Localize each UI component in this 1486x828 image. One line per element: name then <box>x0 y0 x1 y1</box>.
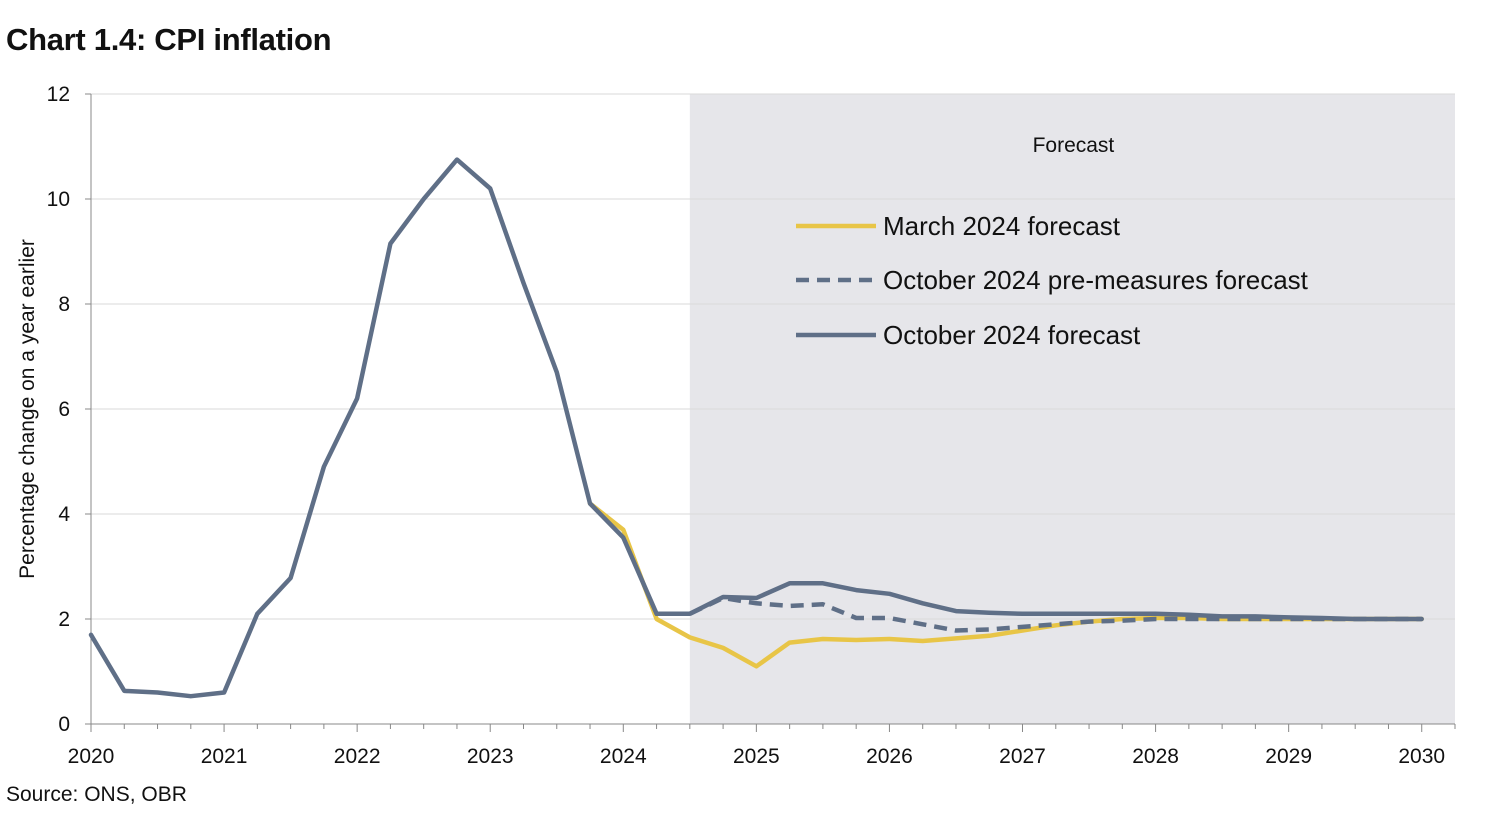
x-tick-label-2026: 2026 <box>866 745 913 768</box>
source-note: Source: ONS, OBR <box>6 783 187 806</box>
x-tick-label-2030: 2030 <box>1398 745 1445 768</box>
x-tick-label-2024: 2024 <box>600 745 647 768</box>
x-tick-label-2020: 2020 <box>68 745 115 768</box>
axes: 0 2 4 6 8 10 12 2020 2021 2022 2023 2024 2025 2026 202… <box>47 83 1456 768</box>
y-tick-label-12: 12 <box>47 83 70 106</box>
y-tick-label-8: 8 <box>58 293 70 316</box>
forecast-label: Forecast <box>1033 134 1115 157</box>
series-lines <box>88 157 1424 699</box>
x-tick-label-2023: 2023 <box>467 745 514 768</box>
x-tick-label-2028: 2028 <box>1132 745 1179 768</box>
legend-label-1: March 2024 forecast <box>883 211 1121 241</box>
y-tick-label-2: 2 <box>58 608 70 631</box>
y-tick-label-10: 10 <box>47 188 70 211</box>
y-tick-label-4: 4 <box>58 503 70 526</box>
y-axis-title: Percentage change on a year earlier <box>16 239 39 579</box>
x-tick-label-2022: 2022 <box>334 745 381 768</box>
legend-label-2: October 2024 pre-measures forecast <box>883 265 1309 295</box>
x-tick-label-2027: 2027 <box>999 745 1046 768</box>
y-tick-label-6: 6 <box>58 398 70 421</box>
series-line-3 <box>88 157 1424 699</box>
legend-label-3: October 2024 forecast <box>883 320 1141 350</box>
legend: March 2024 forecast October 2024 pre-meas… <box>796 211 1309 350</box>
chart-title: Chart 1.4: CPI inflation <box>6 22 332 57</box>
x-tick-label-2025: 2025 <box>733 745 780 768</box>
x-tick-label-2029: 2029 <box>1265 745 1312 768</box>
y-tick-label-0: 0 <box>58 713 70 736</box>
x-tick-label-2021: 2021 <box>201 745 248 768</box>
